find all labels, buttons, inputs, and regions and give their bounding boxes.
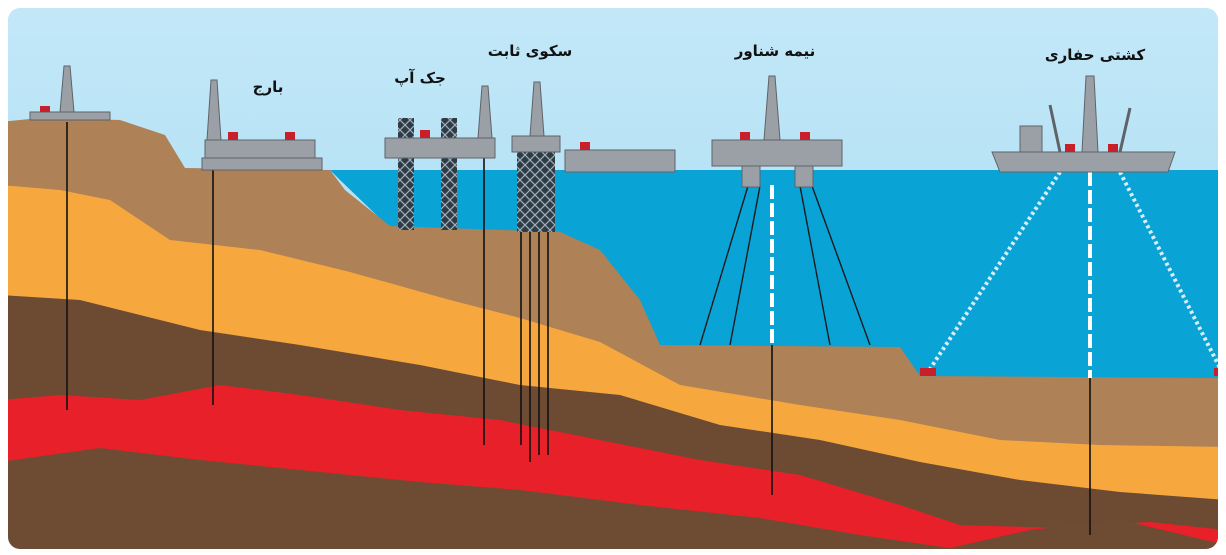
deck [29,111,111,121]
leg [441,118,457,230]
crane [1108,144,1118,152]
derrick [763,75,781,141]
land-rig [29,65,111,121]
column [794,164,814,188]
crane [1065,144,1075,152]
derrick [529,81,545,137]
deck [204,139,316,159]
mooring [699,185,871,346]
frame [4,4,1222,553]
rig-label: کشتی حفاری [1045,46,1145,64]
crane [285,132,295,140]
anchor [1214,368,1220,376]
drillship [920,75,1220,378]
anchor [920,368,936,376]
deck [384,137,496,159]
layer-bottom [6,448,1220,551]
jackup-rig [384,85,496,230]
hull [201,157,323,171]
column [741,164,761,188]
derrick [206,79,222,141]
derrick [477,85,493,139]
derrick [1081,75,1099,153]
drill-strings [66,122,1091,535]
crane [228,132,238,140]
crane [740,132,750,140]
deck [711,139,843,167]
crane-boom [1048,104,1132,153]
rig-label: بارج [253,78,284,96]
fixed-platform [511,81,676,232]
semi-submersible [699,75,871,346]
rig-label: جک آپ [394,69,446,87]
crane [800,132,810,140]
derrick [59,65,75,113]
jacket [517,150,555,232]
rig-label: نیمه شناور [734,42,816,60]
crane [40,106,50,112]
mooring [926,170,1220,374]
hull [991,151,1176,173]
deck [511,135,561,153]
bridge [1019,125,1043,153]
rig-label: سکوی ثابت [488,42,573,60]
crane [420,130,430,138]
crane [580,142,590,150]
supply-vessel [564,149,676,173]
leg [398,118,414,230]
barge-rig [201,79,323,171]
